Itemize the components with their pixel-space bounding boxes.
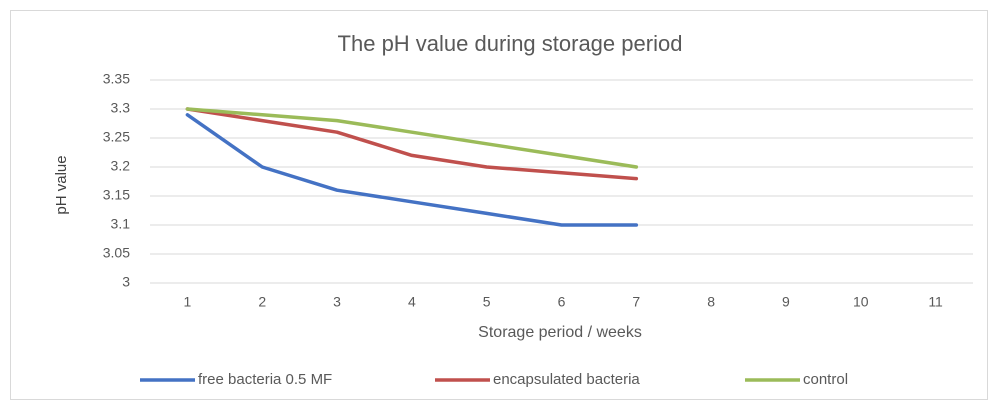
y-tick-label: 3.15 bbox=[103, 187, 130, 203]
x-tick-label: 7 bbox=[632, 294, 640, 310]
legend-label: encapsulated bacteria bbox=[493, 371, 640, 388]
x-axis-label: Storage period / weeks bbox=[478, 324, 642, 341]
y-tick-label: 3.05 bbox=[103, 245, 130, 261]
series-line bbox=[185, 113, 639, 227]
x-tick-label: 5 bbox=[483, 294, 491, 310]
y-tick-label: 3.25 bbox=[103, 129, 130, 145]
x-tick-label: 4 bbox=[408, 294, 416, 310]
x-tick-label: 3 bbox=[333, 294, 341, 310]
x-tick-label: 6 bbox=[558, 294, 566, 310]
y-tick-label: 3.3 bbox=[111, 100, 131, 116]
x-tick-label: 1 bbox=[184, 294, 192, 310]
x-tick-label: 2 bbox=[258, 294, 266, 310]
x-tick-label: 8 bbox=[707, 294, 715, 310]
series-line bbox=[185, 107, 639, 169]
y-tick-label: 3 bbox=[122, 274, 130, 290]
y-axis-label: pH value bbox=[53, 155, 70, 214]
chart-frame bbox=[10, 10, 988, 400]
y-tick-label: 3.2 bbox=[111, 158, 131, 174]
series-line bbox=[185, 107, 639, 181]
chart-title: The pH value during storage period bbox=[338, 31, 683, 56]
y-tick-label: 3.1 bbox=[111, 216, 131, 232]
legend-label: control bbox=[803, 371, 848, 388]
x-tick-label: 11 bbox=[928, 294, 943, 310]
x-tick-label: 10 bbox=[853, 294, 869, 310]
legend-label: free bacteria 0.5 MF bbox=[198, 371, 332, 388]
y-tick-label: 3.35 bbox=[103, 71, 130, 87]
x-tick-label: 9 bbox=[782, 294, 790, 310]
